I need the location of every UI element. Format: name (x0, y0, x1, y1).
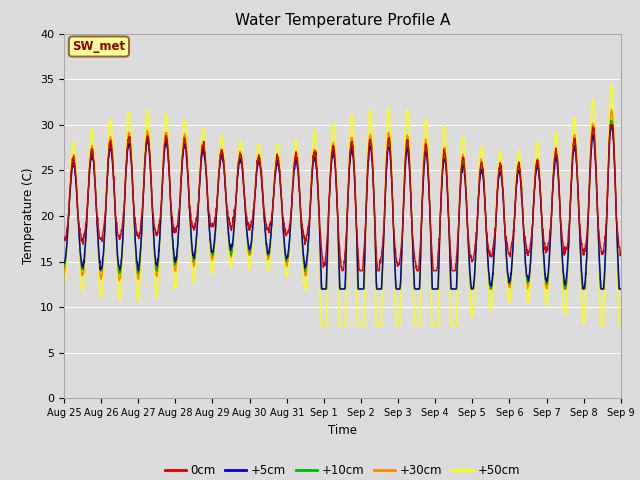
Text: SW_met: SW_met (72, 40, 125, 53)
Y-axis label: Temperature (C): Temperature (C) (22, 168, 35, 264)
X-axis label: Time: Time (328, 424, 357, 437)
Legend: 0cm, +5cm, +10cm, +30cm, +50cm: 0cm, +5cm, +10cm, +30cm, +50cm (160, 459, 525, 480)
Title: Water Temperature Profile A: Water Temperature Profile A (235, 13, 450, 28)
